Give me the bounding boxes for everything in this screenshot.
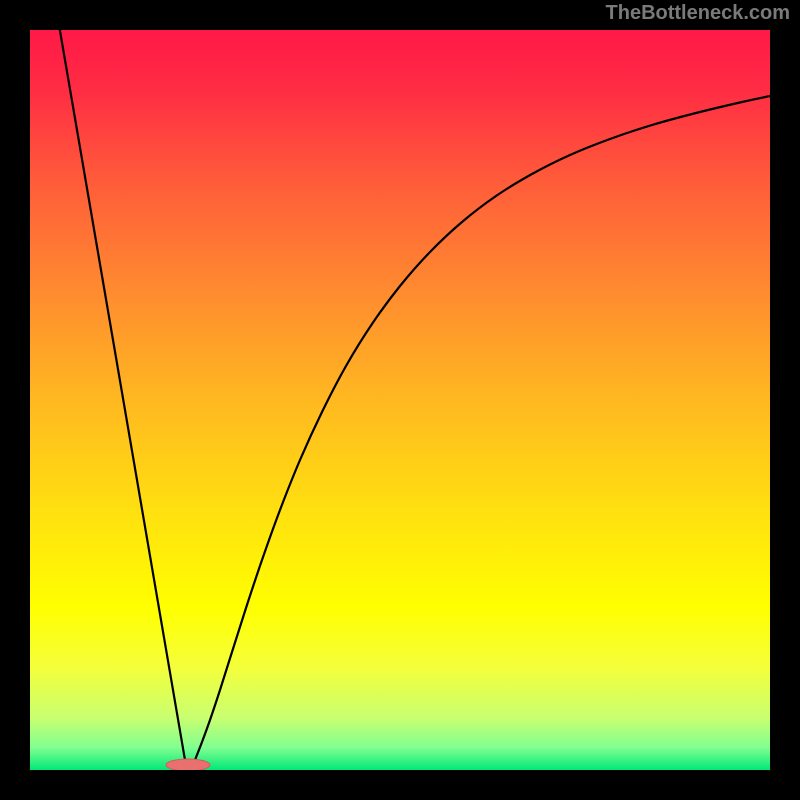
plot-area — [30, 30, 770, 770]
watermark-text: TheBottleneck.com — [606, 2, 790, 25]
chart-container: TheBottleneck.com — [0, 0, 800, 800]
bottleneck-marker — [166, 759, 210, 770]
gradient-background — [30, 30, 770, 770]
chart-svg — [30, 30, 770, 770]
